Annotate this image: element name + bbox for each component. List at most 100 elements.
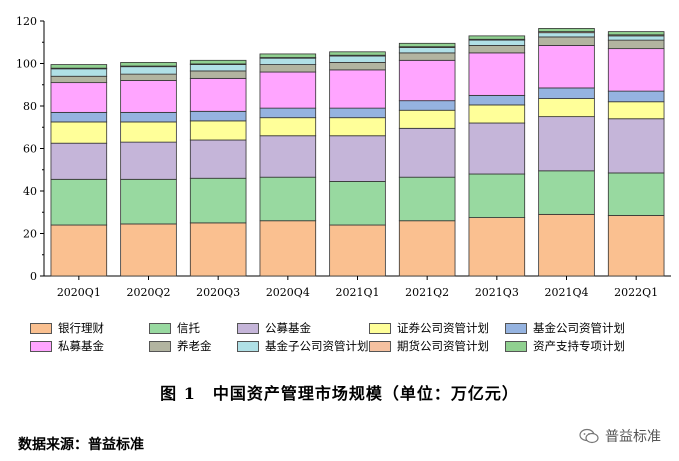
x-tick-label: 2021Q1: [335, 286, 379, 299]
legend-label: 信托: [177, 321, 200, 335]
bar-segment: [607, 31, 665, 36]
x-tick-label: 2020Q4: [266, 286, 310, 299]
stacked-bar-chart: 0 20 40 60 80 100 120 2020Q1 2020Q2 2020Q3 2020Q4 2…: [16, 15, 671, 299]
legend-item: 期货公司资管计划: [369, 338, 505, 354]
bar-segment: [120, 121, 177, 143]
bar-segment: [607, 215, 665, 277]
bar-segment: [468, 52, 526, 96]
bar-segment: [607, 101, 665, 120]
bar-segment: [398, 59, 456, 102]
bar-segment: [607, 90, 665, 103]
bar-segment: [50, 68, 108, 77]
bar-segment: [329, 62, 386, 71]
bar-segment: [259, 107, 317, 119]
y-tick-label: 0: [30, 270, 37, 283]
bar-segment: [189, 139, 247, 179]
bar-segment: [538, 45, 595, 89]
legend-row: 私募基金 养老金 基金子公司资管计划 期货公司资管计划 资产支持专项计划: [30, 338, 670, 354]
bar-segment: [120, 141, 177, 180]
legend-swatch: [149, 322, 171, 334]
legend-label: 私募基金: [58, 339, 104, 353]
bar-segment: [607, 118, 665, 174]
bar-segment: [259, 64, 317, 73]
legend-label: 银行理财: [58, 321, 104, 335]
bar-segment: [50, 111, 108, 123]
bar-segment: [50, 82, 108, 113]
bar-segment: [259, 176, 317, 222]
bar-segment: [189, 177, 247, 224]
bar-segment: [50, 75, 108, 84]
bar-segment: [468, 104, 526, 124]
bar-segment: [607, 48, 665, 92]
bar-segment: [398, 127, 456, 178]
bar-segment: [538, 213, 595, 277]
bar-segment: [189, 120, 247, 141]
legend-item: 私募基金: [30, 338, 149, 354]
bar-segment: [329, 69, 386, 109]
bar-segment: [538, 36, 595, 46]
legend-item: 证券公司资管计划: [369, 320, 505, 336]
bar-segment: [607, 172, 665, 216]
legend-label: 养老金: [177, 339, 212, 353]
legend-swatch: [369, 322, 391, 334]
legend-label: 资产支持专项计划: [533, 339, 625, 353]
legend-swatch: [237, 322, 259, 334]
x-tick-label: 2021Q2: [405, 286, 449, 299]
bar-segment: [468, 39, 526, 46]
bar-segment: [398, 100, 456, 111]
data-source: 数据来源：普益标准: [18, 437, 144, 453]
bar-segment: [329, 181, 386, 226]
bar-segment: [189, 110, 247, 122]
bar-segment: [538, 98, 595, 118]
legend-swatch: [149, 340, 171, 352]
bar-segment: [538, 116, 595, 172]
bar-segment: [259, 135, 317, 178]
wechat-icon: [579, 428, 599, 444]
legend-item: 基金公司资管计划: [505, 320, 645, 336]
x-tick-label: 2022Q1: [614, 286, 658, 299]
bar-segment: [468, 94, 526, 106]
legend-swatch: [505, 340, 527, 352]
watermark-text: 普益标准: [605, 429, 661, 445]
y-tick-label: 80: [23, 100, 37, 113]
bar-segment: [607, 39, 665, 50]
x-tick-label: 2020Q3: [196, 286, 240, 299]
bar-segment: [398, 176, 456, 222]
legend-label: 基金子公司资管计划: [265, 339, 369, 353]
legend-label: 公募基金: [265, 321, 311, 335]
bar-segment: [329, 55, 386, 63]
bar-segment: [259, 71, 317, 109]
bar-segment: [120, 73, 177, 81]
bar-segment: [259, 220, 317, 277]
bar-segment: [538, 28, 595, 33]
bar-segment: [468, 45, 526, 54]
bar-segment: [398, 42, 456, 48]
y-tick-label: 100: [16, 58, 37, 71]
bar-segment: [120, 62, 177, 67]
x-tick-label: 2021Q3: [475, 286, 519, 299]
bar-segment: [189, 77, 247, 112]
legend: 银行理财 信托 公募基金 证券公司资管计划 基金公司资管计划 私募基金 养老金 基金子公司资…: [30, 320, 670, 356]
legend-swatch: [30, 340, 52, 352]
bar-segment: [329, 224, 386, 277]
bar-segment: [398, 52, 456, 61]
legend-item: 资产支持专项计划: [505, 338, 645, 354]
bar-segment: [189, 64, 247, 72]
legend-swatch: [237, 340, 259, 352]
legend-item: 养老金: [149, 338, 237, 354]
bar-segment: [259, 57, 317, 65]
x-tick-label: 2020Q1: [57, 286, 101, 299]
bar-segment: [607, 35, 665, 41]
bar-segment: [259, 117, 317, 137]
bar-segment: [50, 178, 108, 226]
bar-segment: [189, 59, 247, 65]
bar-segment: [120, 66, 177, 75]
legend-swatch: [30, 322, 52, 334]
bar-segment: [120, 111, 177, 123]
bar-segment: [398, 220, 456, 277]
figure-caption: 图 1 中国资产管理市场规模（单位：万亿元）: [160, 384, 519, 403]
legend-item: 基金子公司资管计划: [237, 338, 369, 354]
bar-segment: [259, 53, 317, 58]
legend-label: 期货公司资管计划: [397, 339, 489, 353]
legend-label: 证券公司资管计划: [397, 321, 489, 335]
